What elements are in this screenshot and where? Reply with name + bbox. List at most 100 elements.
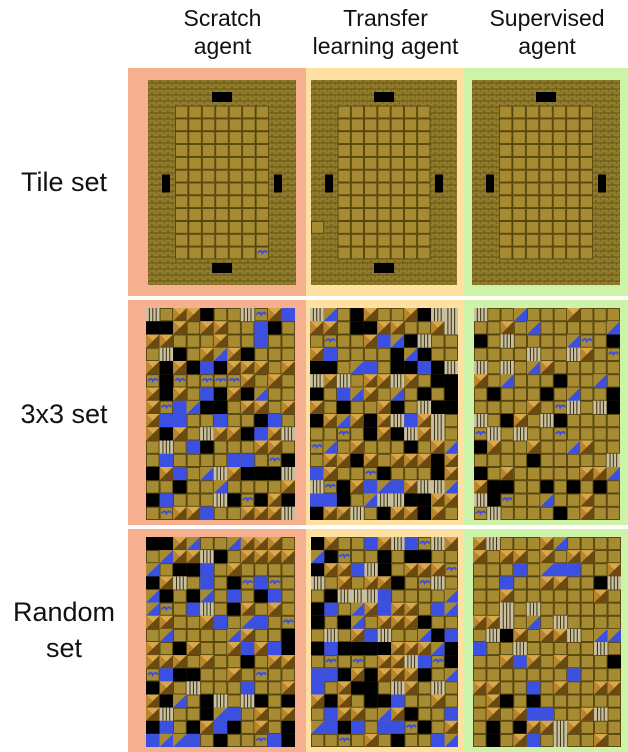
map-tile-block xyxy=(146,334,160,348)
map-tile-floor xyxy=(175,208,189,221)
map-tile-floor xyxy=(431,589,445,603)
map-tile-floor xyxy=(242,246,256,260)
map-tile-stair xyxy=(566,400,581,414)
map-tile-stair xyxy=(474,493,488,507)
map-tile-stair xyxy=(513,427,528,441)
map-tile-block xyxy=(527,400,541,414)
map-tile-void xyxy=(159,387,174,401)
map-tile-void xyxy=(200,707,214,721)
map-tile-floor xyxy=(525,208,540,221)
map-tile-floor xyxy=(228,144,243,157)
map-tile-block xyxy=(377,655,392,669)
map-tile-floor xyxy=(580,668,594,682)
map-tile-stair xyxy=(200,427,214,441)
map-tile-floor xyxy=(553,334,567,348)
map-tile-floor xyxy=(567,694,581,708)
map-tile-floor xyxy=(173,589,187,603)
map-tile-floor xyxy=(188,169,202,183)
map-tile-void xyxy=(474,334,488,348)
map-tile-halfwater xyxy=(159,628,174,642)
map-tile-void xyxy=(377,642,392,656)
map-tile-floor xyxy=(255,144,269,157)
map-tile-floor xyxy=(431,707,445,721)
map-tile-floor xyxy=(593,347,607,361)
map-tile-floor xyxy=(580,308,594,322)
map-tile-floor xyxy=(200,493,214,507)
map-tile-floor xyxy=(513,453,527,467)
map-tile-water xyxy=(351,720,365,734)
map-tile-floor xyxy=(310,334,324,348)
map-tile-stair xyxy=(200,550,214,564)
map-tile-block xyxy=(566,308,581,322)
map-tile-block xyxy=(580,347,594,361)
map-tile-void xyxy=(337,615,352,629)
map-tile-stair xyxy=(499,602,514,616)
map-tile-floor xyxy=(404,131,418,144)
map-tile-floor xyxy=(228,156,243,170)
map-tile-floor xyxy=(242,208,256,221)
map-tile-void xyxy=(606,400,620,414)
map-tile-floor xyxy=(390,308,405,322)
map-tile-block xyxy=(473,681,487,695)
map-tile-floor xyxy=(228,208,243,221)
map-tile-floor xyxy=(337,156,351,170)
map-tile-floor xyxy=(350,374,364,388)
map-tile-floor xyxy=(512,195,526,209)
map-tile-floor xyxy=(390,118,404,132)
map-tile-floor xyxy=(377,347,391,361)
map-tile-floor xyxy=(417,105,431,119)
map-tile-halfwater xyxy=(323,440,337,454)
map-tile-block xyxy=(404,563,418,577)
map-tile-floor xyxy=(200,642,214,656)
map-tile-block xyxy=(173,308,187,322)
map-tile-void xyxy=(213,361,228,375)
map-tile-stair xyxy=(417,480,432,494)
map-tile-stair xyxy=(311,576,325,590)
map-tile-bat xyxy=(404,720,418,734)
map-tile-void xyxy=(404,440,418,454)
map-tile-floor xyxy=(527,308,541,322)
map-tile-water xyxy=(200,361,214,375)
map-tile-bat xyxy=(200,374,214,388)
map-tile-block xyxy=(254,550,268,564)
map-tile-bat xyxy=(363,467,378,481)
map-tile-block xyxy=(363,453,378,467)
map-tile-floor xyxy=(350,195,364,209)
level-panel-random-transfer xyxy=(311,537,458,747)
map-tile-floor xyxy=(268,720,282,734)
map-tile-floor xyxy=(186,480,201,494)
map-tile-block xyxy=(364,602,378,616)
map-tile-floor xyxy=(444,681,458,695)
map-tile-floor xyxy=(606,493,620,507)
map-tile-floor xyxy=(593,453,607,467)
map-tile-floor xyxy=(281,334,295,348)
map-tile-floor xyxy=(213,589,228,603)
map-tile-floor xyxy=(186,615,201,629)
map-tile-block xyxy=(337,707,352,721)
map-tile-floor xyxy=(159,480,173,494)
map-tile-floor xyxy=(580,453,594,467)
map-tile-block xyxy=(281,361,295,375)
map-tile-block xyxy=(146,655,160,669)
map-tile-floor xyxy=(579,156,593,170)
map-tile-floor xyxy=(404,467,418,481)
map-tile-block xyxy=(281,707,295,721)
level-panel-3x3-transfer xyxy=(310,308,458,520)
door-icon xyxy=(374,92,394,102)
map-tile-block xyxy=(227,361,241,375)
map-tile-floor xyxy=(486,655,500,669)
map-tile-floor xyxy=(255,156,269,170)
map-tile-floor xyxy=(337,308,351,322)
map-tile-block xyxy=(417,642,432,656)
map-tile-halfwater xyxy=(526,615,541,629)
map-tile-block xyxy=(240,602,255,616)
map-tile-floor xyxy=(580,602,594,616)
map-tile-floor xyxy=(418,602,432,616)
map-tile-floor xyxy=(553,321,567,335)
map-tile-void xyxy=(431,453,445,467)
map-tile-floor xyxy=(593,308,607,322)
map-tile-floor xyxy=(268,694,282,708)
map-tile-floor xyxy=(431,387,445,401)
map-tile-floor xyxy=(525,195,540,209)
map-tile-floor xyxy=(593,387,607,401)
